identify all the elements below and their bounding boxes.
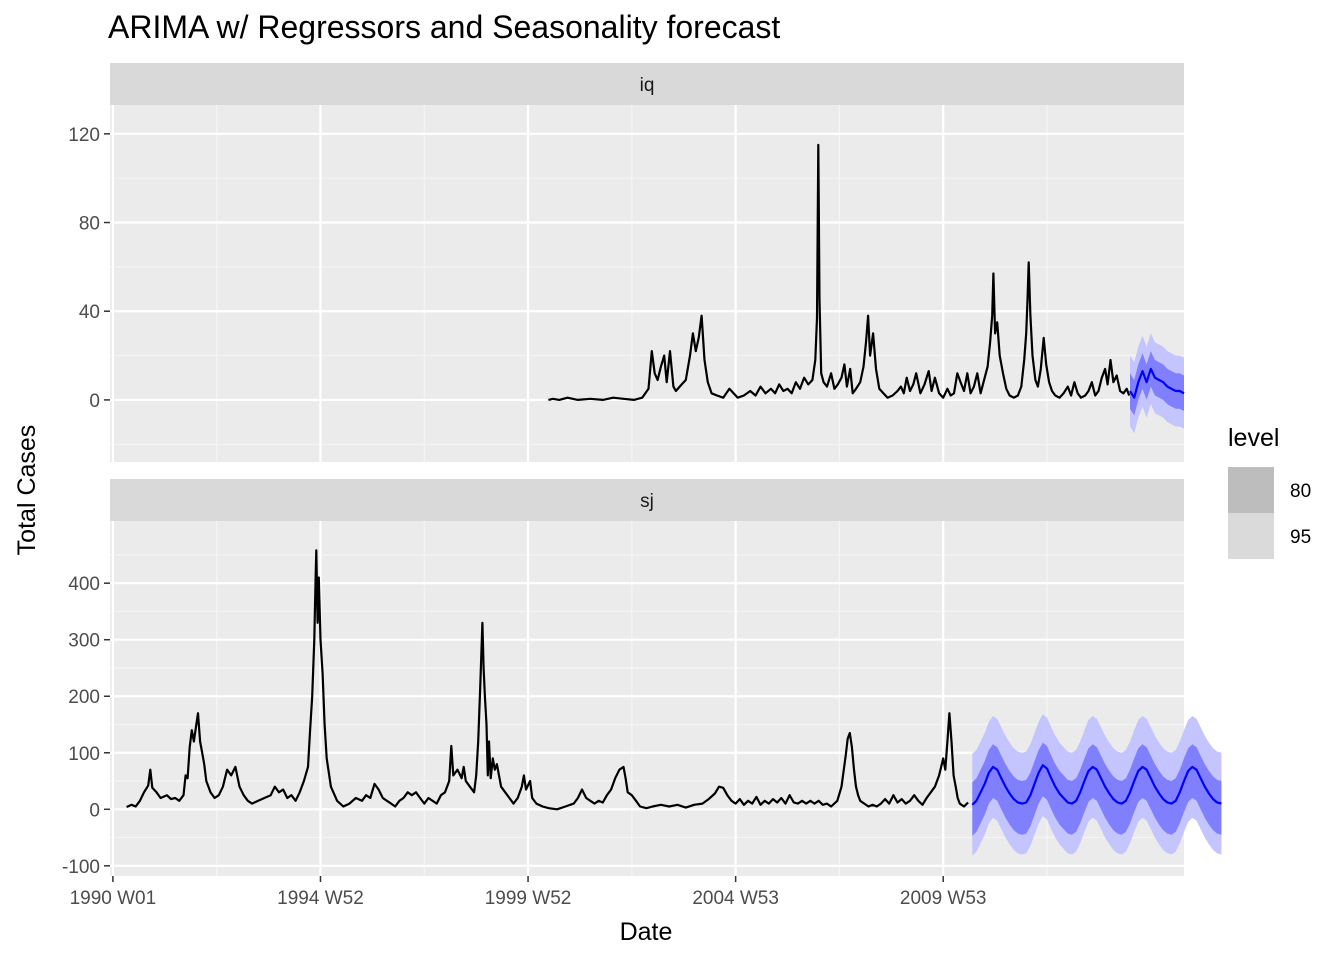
y-tick-label: 0: [89, 391, 100, 412]
facet-panel-sj: sj -100 0 100 200 300 400: [62, 479, 1222, 878]
y-tick-label: 80: [79, 214, 100, 235]
y-tick-label: 400: [68, 574, 100, 595]
x-tick-label: 1990 W01: [70, 888, 157, 909]
x-axis-ticks: 1990 W01 1994 W52 1999 W52 2004 W53 2009 W53: [70, 876, 987, 909]
legend-key-95: [1228, 513, 1274, 559]
legend-label-80: 80: [1290, 481, 1311, 502]
facet-strip-iq: [110, 63, 1184, 105]
y-tick-label: 200: [68, 687, 100, 708]
y-tick-label: 0: [89, 800, 100, 821]
facet-panel-iq: iq 0 40 80 120: [68, 63, 1185, 462]
facet-label-sj: sj: [640, 491, 654, 512]
x-tick-label: 2004 W53: [692, 888, 779, 909]
legend-title: level: [1228, 424, 1279, 452]
y-tick-label: -100: [62, 857, 100, 878]
facet-strip-sj: [110, 479, 1184, 521]
x-tick-label: 1999 W52: [485, 888, 572, 909]
forecast-mean-line-sj: [971, 764, 1222, 806]
legend: level 80 95: [1228, 424, 1311, 559]
y-tick-label: 120: [68, 125, 100, 146]
x-axis-title: Date: [620, 918, 673, 946]
y-axis-title: Total Cases: [13, 425, 41, 556]
x-tick-label: 2009 W53: [900, 888, 987, 909]
y-tick-label: 40: [79, 302, 100, 323]
chart-title: ARIMA w/ Regressors and Seasonality fore…: [108, 9, 780, 45]
history-line-iq: [548, 143, 1131, 401]
forecast-band-80-iq: [1130, 351, 1184, 416]
legend-label-95: 95: [1290, 527, 1311, 548]
legend-key-80: [1228, 467, 1274, 513]
x-tick-label: 1994 W52: [277, 888, 364, 909]
forecast-mean-line-iq: [1129, 367, 1185, 399]
forecast-band-80-sj: [972, 742, 1222, 836]
y-tick-label: 300: [68, 631, 100, 652]
y-tick-label: 100: [68, 744, 100, 765]
history-line-sj: [126, 549, 969, 811]
panel-background-iq: [110, 105, 1184, 462]
facet-label-iq: iq: [640, 75, 655, 96]
